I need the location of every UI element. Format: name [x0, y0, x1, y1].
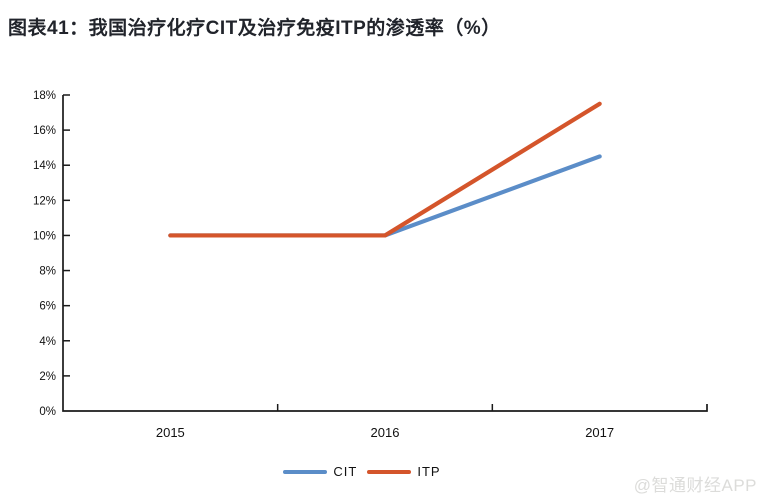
svg-text:2016: 2016 [371, 425, 400, 440]
svg-text:2%: 2% [39, 371, 56, 383]
svg-text:12%: 12% [33, 195, 56, 207]
itp-line-swatch [367, 469, 412, 474]
legend-item-cit: CIT [283, 464, 357, 479]
svg-text:6%: 6% [39, 301, 56, 313]
legend-label-itp: ITP [417, 464, 441, 479]
watermark: @智通财经APP [633, 476, 757, 495]
svg-text:14%: 14% [33, 160, 56, 172]
legend-label-cit: CIT [333, 464, 358, 479]
svg-text:0%: 0% [39, 406, 56, 418]
chart-legend: CIT ITP [0, 464, 724, 479]
svg-text:8%: 8% [39, 266, 56, 278]
svg-text:4%: 4% [39, 336, 56, 348]
chart-title: 图表41：我国治疗化疗CIT及治疗免疫ITP的渗透率（%） [8, 18, 501, 39]
svg-text:2017: 2017 [585, 425, 614, 440]
cit-line-swatch [283, 469, 328, 474]
svg-text:18%: 18% [33, 90, 56, 102]
svg-text:2015: 2015 [156, 425, 185, 440]
svg-text:10%: 10% [33, 230, 56, 242]
legend-item-itp: ITP [367, 464, 440, 479]
svg-text:16%: 16% [33, 125, 56, 137]
